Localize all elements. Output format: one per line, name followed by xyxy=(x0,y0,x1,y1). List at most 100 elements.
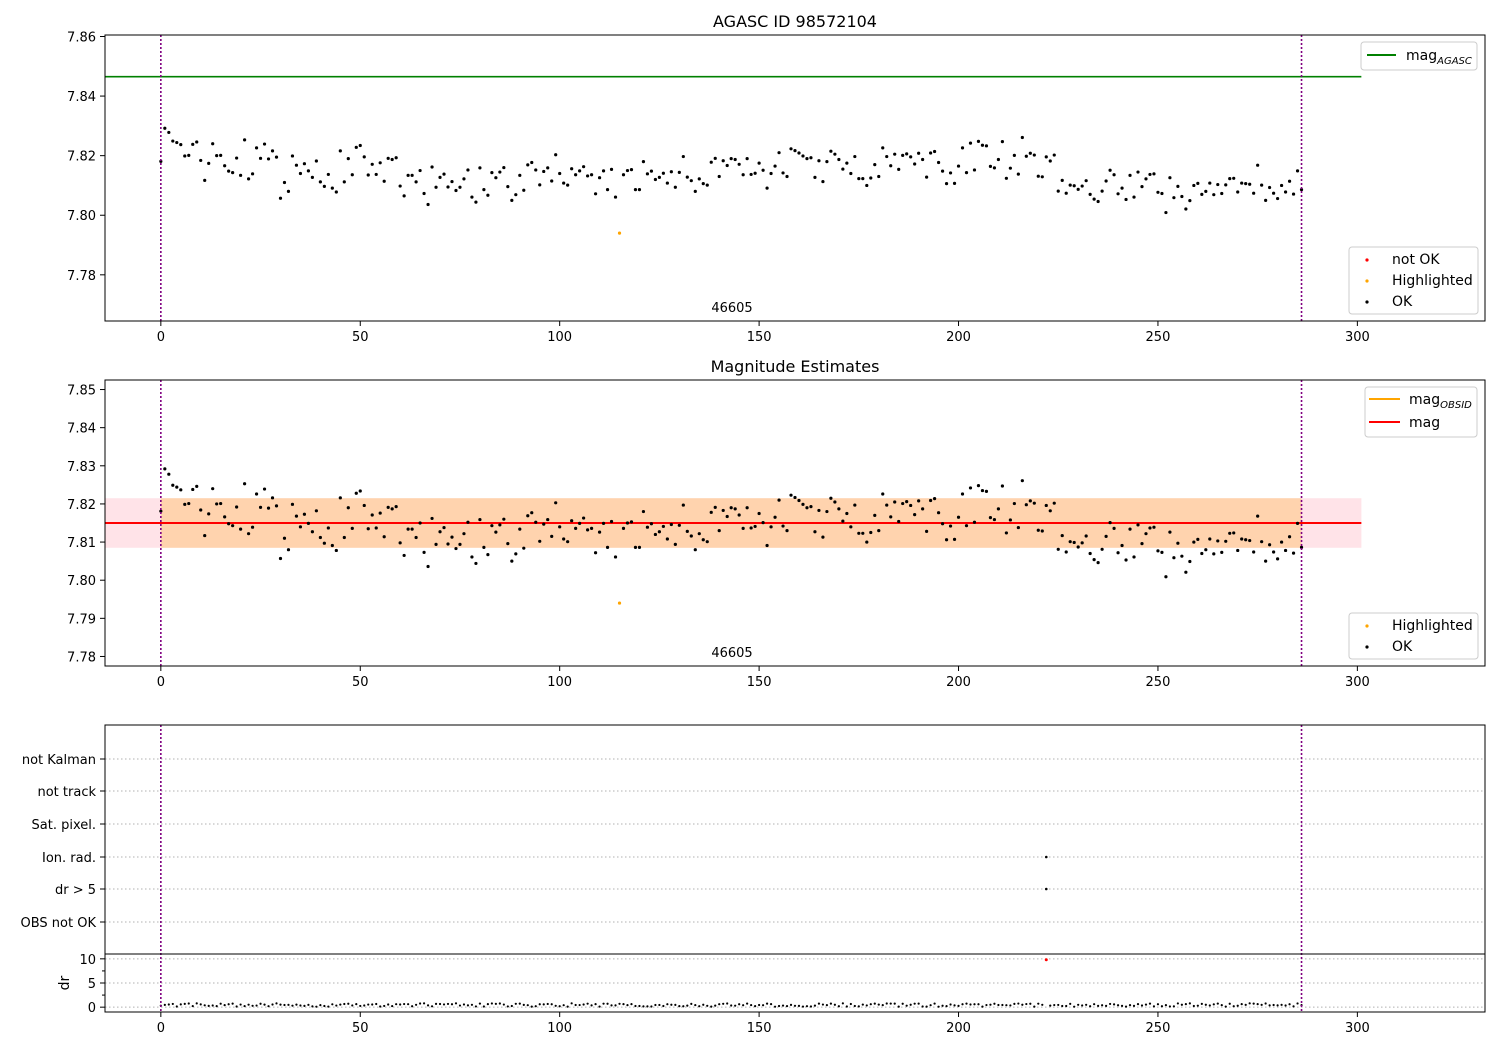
ok-point xyxy=(1279,183,1284,188)
ok-point xyxy=(246,532,251,536)
ok-point xyxy=(1272,191,1276,195)
ok-point xyxy=(486,193,490,197)
ok-point xyxy=(458,185,462,189)
dr-point xyxy=(195,1002,198,1005)
ok-point xyxy=(1168,176,1172,180)
dr-point xyxy=(614,1004,617,1007)
dr-point xyxy=(985,1003,988,1007)
ok-point xyxy=(929,498,933,503)
ok-point xyxy=(1232,531,1236,535)
ok-point xyxy=(693,189,697,194)
ok-point xyxy=(574,526,578,530)
dr-point xyxy=(869,1003,872,1006)
ok-point xyxy=(1240,181,1244,185)
ok-point xyxy=(801,154,805,158)
ok-point xyxy=(1024,154,1028,158)
dr-point xyxy=(1284,1004,1287,1007)
ok-point xyxy=(765,186,769,190)
ok-point xyxy=(1260,540,1264,544)
dr-point xyxy=(1216,1002,1219,1005)
ok-point xyxy=(566,183,570,187)
ok-point xyxy=(526,514,530,518)
ok-point xyxy=(944,182,949,186)
ok-point xyxy=(1060,533,1064,538)
ok-point xyxy=(330,186,334,190)
ok-point xyxy=(1208,181,1212,185)
ok-point xyxy=(861,531,865,535)
ok-point xyxy=(294,163,299,167)
ok-point xyxy=(235,505,239,509)
ok-point xyxy=(745,506,749,510)
ok-point xyxy=(394,156,398,160)
dr-point xyxy=(243,1004,246,1008)
dr-point xyxy=(989,1003,992,1006)
ok-point xyxy=(968,486,973,490)
dr-point xyxy=(1077,1003,1080,1006)
dr-point xyxy=(626,1004,629,1007)
ok-point xyxy=(1260,183,1264,187)
dr-point xyxy=(319,1004,322,1007)
ok-point xyxy=(781,524,785,528)
x-tick-label: 50 xyxy=(352,675,369,690)
ok-point xyxy=(621,526,626,530)
legend-mag-agasc-label: magAGASC xyxy=(1406,48,1472,67)
ok-point xyxy=(274,155,279,159)
dr-point xyxy=(606,1002,609,1005)
ok-point xyxy=(422,550,426,554)
ok-point xyxy=(239,527,243,531)
dr-point xyxy=(383,1004,386,1008)
ok-point xyxy=(725,163,729,168)
dr-point xyxy=(558,1005,561,1008)
y-tick-label: 7.84 xyxy=(67,422,96,437)
ok-point xyxy=(290,154,295,158)
dr-point xyxy=(610,1004,613,1007)
ok-point xyxy=(733,507,737,511)
ok-point xyxy=(183,154,187,158)
ok-point xyxy=(996,507,1001,511)
dr-point xyxy=(765,1002,769,1005)
ok-point xyxy=(685,529,689,533)
legend-highlighted-marker xyxy=(1365,279,1369,283)
dr-point xyxy=(498,1002,501,1005)
ok-point xyxy=(310,175,314,180)
ok-point xyxy=(254,146,259,150)
ok-point xyxy=(446,542,450,546)
ok-point xyxy=(948,171,953,175)
ok-point xyxy=(697,177,701,181)
ok-point xyxy=(302,512,307,516)
ok-point xyxy=(390,157,394,162)
ok-point xyxy=(605,188,610,192)
dr-point xyxy=(1053,1003,1056,1007)
dr-point xyxy=(582,1003,585,1006)
ok-point xyxy=(546,166,550,170)
ok-point xyxy=(917,151,921,155)
dr-point xyxy=(458,1004,462,1007)
dr-point xyxy=(275,1002,278,1005)
ok-point xyxy=(1072,540,1076,545)
ok-point xyxy=(837,507,841,511)
legend2-highlighted-label: Highlighted xyxy=(1392,618,1473,634)
ok-point xyxy=(1004,176,1008,180)
ok-point xyxy=(1216,182,1220,187)
dr-point xyxy=(809,1005,813,1008)
dr-point xyxy=(343,1002,346,1006)
dr-point xyxy=(1228,1002,1231,1005)
legend-not-ok-label: not OK xyxy=(1392,252,1440,268)
dr-point xyxy=(283,1003,286,1007)
ok-point xyxy=(334,548,338,553)
ok-point xyxy=(286,548,291,552)
ok-point xyxy=(478,517,482,522)
ok-point xyxy=(853,503,857,507)
ok-point xyxy=(1168,530,1172,534)
ok-point xyxy=(1012,501,1016,506)
dr-point xyxy=(670,1003,673,1006)
dr-point xyxy=(937,1005,940,1008)
dr-point xyxy=(674,1003,677,1006)
ok-point xyxy=(1040,529,1044,533)
ok-point xyxy=(956,515,961,519)
panel-flags: not Kalman not track Sat. pixel. Ion. rad. d… xyxy=(21,724,1486,1036)
dr-point xyxy=(698,1005,701,1008)
legend-ok-marker xyxy=(1365,300,1369,304)
panel2-obsid-label: 46605 xyxy=(711,646,752,661)
dr-point xyxy=(1148,1002,1152,1005)
